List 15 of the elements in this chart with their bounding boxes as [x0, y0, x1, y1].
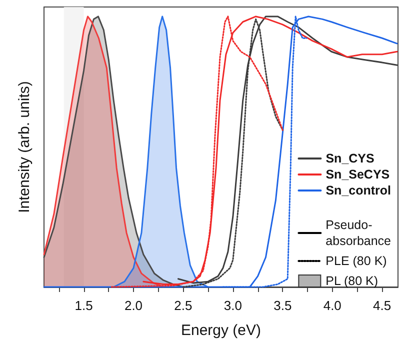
x-tick-label: 2.5 [174, 298, 192, 313]
x-tick-label: 3.0 [224, 298, 242, 313]
x-axis-title: Energy (eV) [180, 322, 262, 339]
x-tick-label: 3.5 [274, 298, 292, 313]
x-tick-label: 1.5 [74, 298, 93, 313]
x-tick-label: 4.5 [373, 298, 392, 313]
y-axis-title: Intensity (arb. units) [16, 81, 33, 213]
legend-label: Sn_CYS [326, 152, 374, 166]
legend-label: Sn_SeCYS [326, 168, 390, 182]
legend-label: PL (80 K) [326, 274, 378, 288]
legend-label: Pseudo-absorbance [326, 218, 392, 248]
legend-label: Sn_control [326, 184, 392, 198]
x-tick-label: 2.0 [124, 298, 143, 313]
legend-label: PLE (80 K) [326, 254, 387, 268]
x-tick-label: 4.0 [323, 298, 342, 313]
